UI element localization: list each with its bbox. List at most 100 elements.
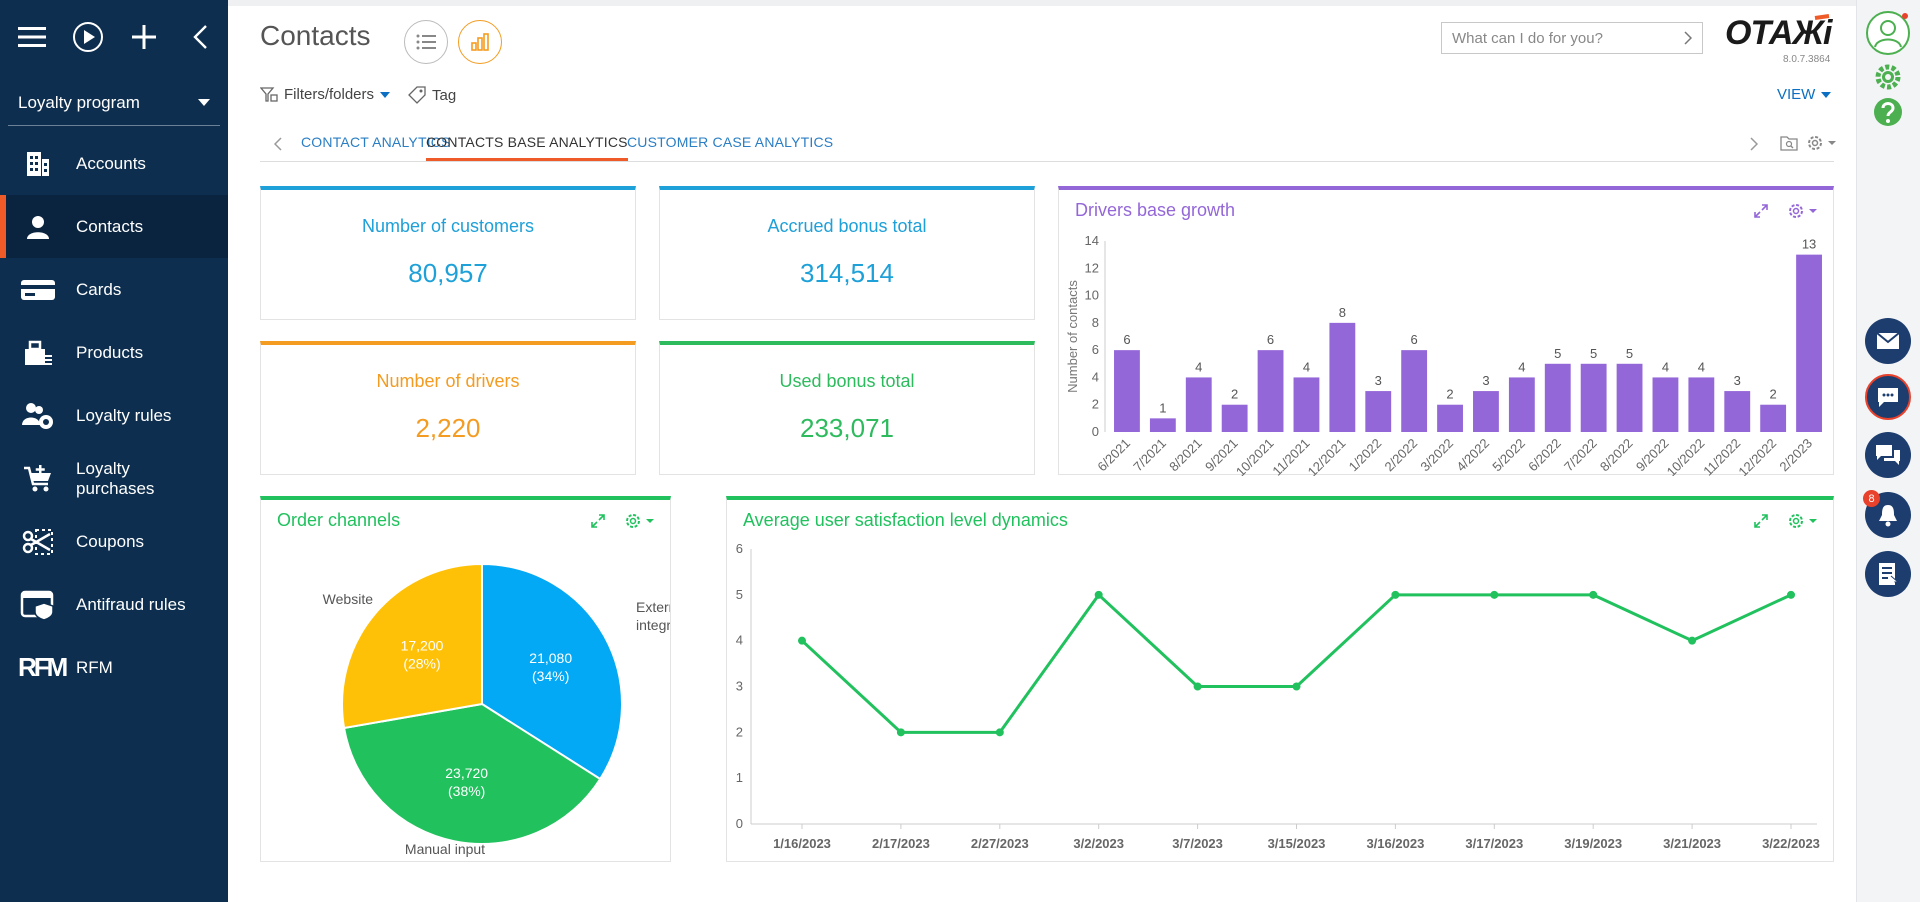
y-tick-label: 10 bbox=[1085, 288, 1099, 303]
sidebar-item-antifraud-rules[interactable]: Antifraud rules bbox=[0, 573, 228, 636]
search-input[interactable]: What can I do for you? bbox=[1441, 22, 1703, 54]
metric-card-accrued-bonus[interactable]: Accrued bonus total 314,514 bbox=[659, 186, 1035, 320]
expand-icon[interactable] bbox=[1753, 513, 1769, 529]
expand-icon[interactable] bbox=[1753, 203, 1769, 219]
data-label: 1 bbox=[1159, 400, 1166, 415]
data-label: 4 bbox=[1195, 359, 1202, 374]
bar bbox=[1796, 254, 1822, 432]
metric-value: 80,957 bbox=[408, 258, 488, 288]
y-tick-label: 6 bbox=[736, 541, 743, 556]
widget-settings-gear-icon[interactable] bbox=[1787, 512, 1821, 530]
help-icon[interactable] bbox=[1873, 97, 1903, 127]
x-tick-label: 3/16/2023 bbox=[1366, 836, 1424, 851]
expand-icon[interactable] bbox=[590, 513, 606, 529]
metric-card-drivers[interactable]: Number of drivers 2,220 bbox=[260, 341, 636, 475]
data-point bbox=[1094, 590, 1103, 599]
x-tick-label: 2/27/2023 bbox=[971, 836, 1029, 851]
conversations-icon bbox=[1876, 445, 1900, 465]
sidebar-item-label: Loyalty purchases bbox=[76, 458, 155, 498]
tab-contact-analytics[interactable]: CONTACT ANALYTICS bbox=[301, 134, 451, 150]
pie-slice bbox=[342, 702, 602, 845]
view-button[interactable]: VIEW bbox=[1777, 86, 1832, 103]
slice-percent-label: (28%) bbox=[403, 656, 440, 672]
data-label: 6 bbox=[1123, 332, 1130, 347]
email-button[interactable] bbox=[1865, 318, 1911, 364]
slice-name-label: Website bbox=[323, 591, 374, 607]
collapse-chevron-left-icon[interactable] bbox=[182, 19, 218, 55]
bar bbox=[1724, 391, 1751, 432]
y-tick-label: 14 bbox=[1085, 233, 1099, 248]
filters-label: Filters/folders bbox=[284, 86, 375, 103]
sidebar-item-loyalty-purchases[interactable]: Loyalty purchases bbox=[0, 447, 228, 510]
widget-settings-gear-icon[interactable] bbox=[624, 512, 658, 530]
avatar-icon[interactable] bbox=[1865, 10, 1911, 56]
tabs-settings-gear-icon[interactable] bbox=[1806, 134, 1840, 152]
slice-percent-label: (34%) bbox=[532, 668, 569, 684]
data-label: 6 bbox=[1411, 332, 1418, 347]
sidebar-item-label: Loyalty rules bbox=[76, 405, 172, 425]
conversations-button[interactable] bbox=[1865, 432, 1911, 478]
feed-button[interactable] bbox=[1865, 551, 1911, 597]
chat-icon bbox=[1878, 388, 1898, 407]
tab-contacts-base-analytics[interactable]: CONTACTS BASE ANALYTICS bbox=[426, 134, 628, 161]
widget-toolbar bbox=[1753, 202, 1821, 220]
data-label: 2 bbox=[1231, 387, 1238, 402]
tabs-chevron-left-icon[interactable] bbox=[274, 137, 282, 151]
sidebar-item-loyalty-rules[interactable]: Loyalty rules bbox=[0, 384, 228, 447]
workspace-select[interactable]: Loyalty program bbox=[8, 80, 220, 126]
metric-value: 2,220 bbox=[415, 413, 481, 443]
play-icon[interactable] bbox=[70, 19, 106, 55]
y-tick-label: 0 bbox=[736, 816, 743, 831]
widget-title: Drivers base growth bbox=[1075, 200, 1236, 220]
chat-button[interactable] bbox=[1865, 374, 1911, 420]
slice-percent-label: (38%) bbox=[448, 783, 485, 799]
data-label: 3 bbox=[1734, 373, 1741, 388]
view-label: VIEW bbox=[1777, 86, 1816, 103]
shield-window-icon bbox=[18, 588, 58, 622]
widget-toolbar bbox=[590, 512, 658, 530]
card-icon bbox=[18, 273, 58, 307]
x-tick-label: 2/2022 bbox=[1382, 436, 1421, 475]
data-label: 2 bbox=[1770, 387, 1777, 402]
settings-gear-icon[interactable] bbox=[1873, 62, 1903, 92]
metric-card-used-bonus[interactable]: Used bonus total 233,071 bbox=[659, 341, 1035, 475]
x-tick-label: 7/2021 bbox=[1130, 436, 1169, 475]
bar bbox=[1185, 377, 1212, 432]
y-tick-label: 3 bbox=[736, 679, 743, 694]
x-tick-label: 3/7/2023 bbox=[1172, 836, 1223, 851]
analytics-view-button[interactable] bbox=[458, 20, 502, 64]
sidebar-item-accounts[interactable]: Accounts bbox=[0, 132, 228, 195]
slice-value-label: 23,720 bbox=[445, 765, 488, 781]
tabs-chevron-right-icon[interactable] bbox=[1750, 137, 1758, 151]
filters-folders-button[interactable]: Filters/folders bbox=[260, 86, 391, 103]
y-axis-label: Number of contacts bbox=[1065, 280, 1080, 393]
x-tick-label: 12/2021 bbox=[1305, 436, 1349, 476]
data-label: 2 bbox=[1446, 387, 1453, 402]
sidebar-item-products[interactable]: Products bbox=[0, 321, 228, 384]
add-icon[interactable] bbox=[126, 19, 162, 55]
sidebar-item-cards[interactable]: Cards bbox=[0, 258, 228, 321]
workspace-label: Loyalty program bbox=[18, 92, 140, 112]
folder-search-icon[interactable] bbox=[1780, 135, 1798, 151]
data-point bbox=[1391, 590, 1400, 599]
list-view-button[interactable] bbox=[404, 20, 448, 64]
sidebar-item-contacts[interactable]: Contacts bbox=[0, 195, 228, 258]
bar bbox=[1221, 404, 1248, 432]
sidebar-item-coupons[interactable]: Coupons bbox=[0, 510, 228, 573]
y-tick-label: 0 bbox=[1092, 424, 1099, 439]
chevron-right-icon[interactable] bbox=[1684, 31, 1692, 45]
y-tick-label: 4 bbox=[1092, 369, 1099, 384]
x-tick-label: 2/2023 bbox=[1776, 436, 1815, 475]
tab-customer-case-analytics[interactable]: CUSTOMER CASE ANALYTICS bbox=[627, 134, 834, 150]
widget-settings-gear-icon[interactable] bbox=[1787, 202, 1821, 220]
menu-icon[interactable] bbox=[14, 19, 50, 55]
cart-icon bbox=[18, 462, 58, 496]
tag-button[interactable]: Tag bbox=[408, 86, 456, 104]
metric-card-customers[interactable]: Number of customers 80,957 bbox=[260, 186, 636, 320]
slice-name-label: Externalintegration bbox=[636, 599, 670, 633]
sidebar-item-rfm[interactable]: RFM RFM bbox=[0, 636, 228, 699]
metric-value: 233,071 bbox=[800, 413, 894, 443]
sidebar-toolbar bbox=[0, 0, 228, 74]
bar bbox=[1401, 350, 1428, 432]
x-tick-label: 6/2022 bbox=[1525, 436, 1564, 475]
